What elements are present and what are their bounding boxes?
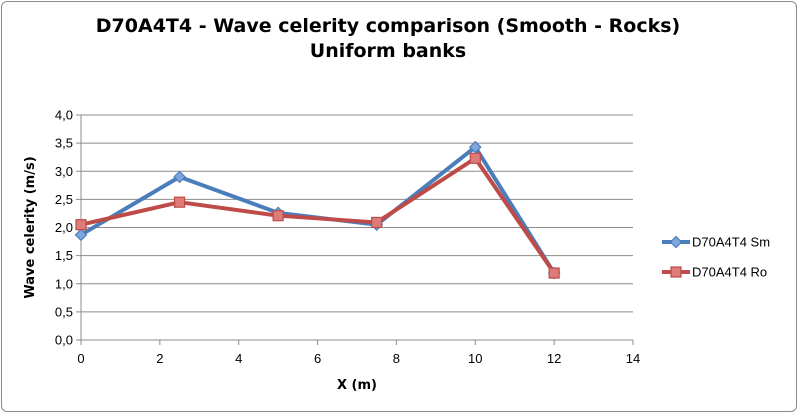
x-tick-label: 4 <box>235 351 242 366</box>
y-tick-label: 2,0 <box>55 220 73 235</box>
data-point <box>173 196 186 208</box>
x-tick-label: 12 <box>547 351 561 366</box>
legend: D70A4T4 Sm D70A4T4 Ro <box>662 235 770 280</box>
y-tick-label: 1,0 <box>55 276 73 291</box>
y-tick-label: 1,5 <box>55 248 73 263</box>
x-tick-label: 10 <box>468 351 482 366</box>
chart-title-line2: Uniform banks <box>309 40 467 62</box>
y-axis-label: Wave celerity (m/s) <box>23 156 38 298</box>
gridlines <box>81 114 633 313</box>
y-tick-label: 3,5 <box>55 136 73 151</box>
legend-marker <box>670 266 682 278</box>
y-tick-label: 3,0 <box>55 164 73 179</box>
x-tick-label: 8 <box>393 351 400 366</box>
data-point <box>74 228 88 242</box>
x-tick-label: 0 <box>77 351 84 366</box>
chart-title-line1: D70A4T4 - Wave celerity comparison (Smoo… <box>95 15 681 37</box>
chart-title: D70A4T4 - Wave celerity comparison (Smoo… <box>0 14 776 64</box>
legend-item: D70A4T4 Sm <box>662 235 770 250</box>
y-tick-labels: 0,0 0,5 1,0 1,5 2,0 2,5 3,0 3,5 4,0 <box>55 108 73 348</box>
series-group <box>74 140 561 280</box>
x-tick-label: 6 <box>314 351 321 366</box>
legend-label: D70A4T4 Sm <box>692 235 770 250</box>
x-axis-label: X (m) <box>337 378 377 393</box>
series-rocks <box>75 152 560 279</box>
axes <box>76 114 634 345</box>
y-tick-label: 4,0 <box>55 108 73 123</box>
data-point <box>272 210 284 222</box>
y-tick-label: 2,5 <box>55 192 73 207</box>
series-line <box>79 156 557 276</box>
data-point <box>548 267 560 279</box>
legend-label: D70A4T4 Ro <box>692 265 767 280</box>
y-tick-label: 0,0 <box>55 333 73 348</box>
x-tick-label: 2 <box>156 351 163 366</box>
legend-item: D70A4T4 Ro <box>662 265 767 280</box>
data-point <box>468 140 482 154</box>
data-point <box>371 216 383 229</box>
x-tick-label: 14 <box>626 351 640 366</box>
y-tick-label: 0,5 <box>55 304 73 319</box>
data-point <box>469 152 481 164</box>
data-point <box>75 219 87 231</box>
data-point <box>173 170 186 184</box>
x-tick-labels: 0 2 4 6 8 10 12 14 <box>77 351 640 366</box>
legend-marker <box>669 235 683 249</box>
